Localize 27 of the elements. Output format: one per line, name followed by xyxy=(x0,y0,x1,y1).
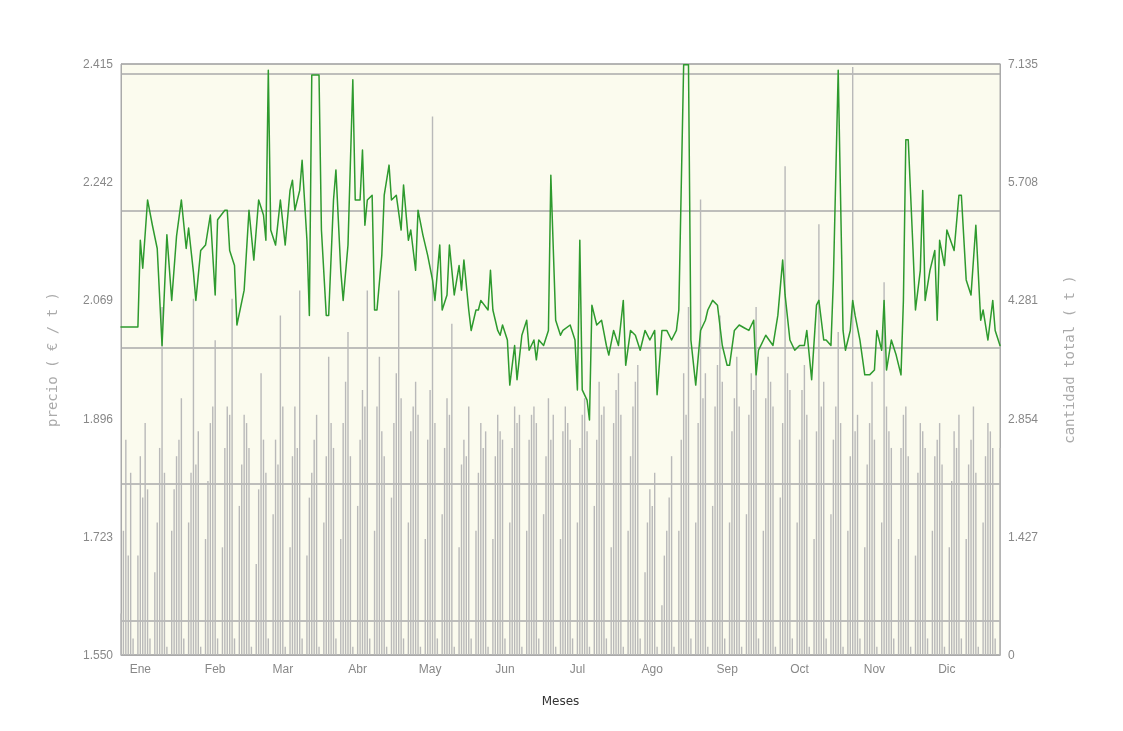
x-tick-label: May xyxy=(418,662,442,676)
x-tick-label: Ene xyxy=(129,662,152,676)
x-tick-label: Mar xyxy=(272,662,294,676)
x-tick-label: Ago xyxy=(641,662,664,676)
y-tick-label: 2.242 xyxy=(82,175,114,190)
y2-tick-label: 2.854 xyxy=(1008,411,1039,426)
x-tick-label: Feb xyxy=(204,662,226,676)
y-axis-title: precio ( € / t ) xyxy=(44,292,60,427)
y-tick-label: 2.069 xyxy=(82,293,114,308)
x-tick-label: Sep xyxy=(716,662,739,676)
x-tick-label: Jun xyxy=(495,662,515,676)
x-axis-title: Meses xyxy=(541,694,580,708)
x-tick-label: Abr xyxy=(348,662,367,676)
x-tick-label: Dic xyxy=(938,662,956,676)
y2-tick-label: 7.135 xyxy=(1008,57,1039,71)
x-tick-label: Nov xyxy=(863,662,886,676)
y2-tick-label: 1.427 xyxy=(1008,529,1039,544)
y2-tick-label: 5.708 xyxy=(1008,175,1039,190)
y2-tick-label: 4.281 xyxy=(1008,293,1039,308)
y2-axis-title: cantidad total ( t ) xyxy=(1061,275,1077,444)
y-tick-label: 1.723 xyxy=(82,529,114,544)
x-tick-label: Oct xyxy=(790,662,810,676)
y2-tick-label: 0 xyxy=(1008,648,1015,662)
y-tick-label: 1.550 xyxy=(82,648,114,662)
y-tick-label: 2.415 xyxy=(82,57,114,71)
y-tick-label: 1.896 xyxy=(82,411,114,426)
x-tick-label: Jul xyxy=(569,662,586,676)
